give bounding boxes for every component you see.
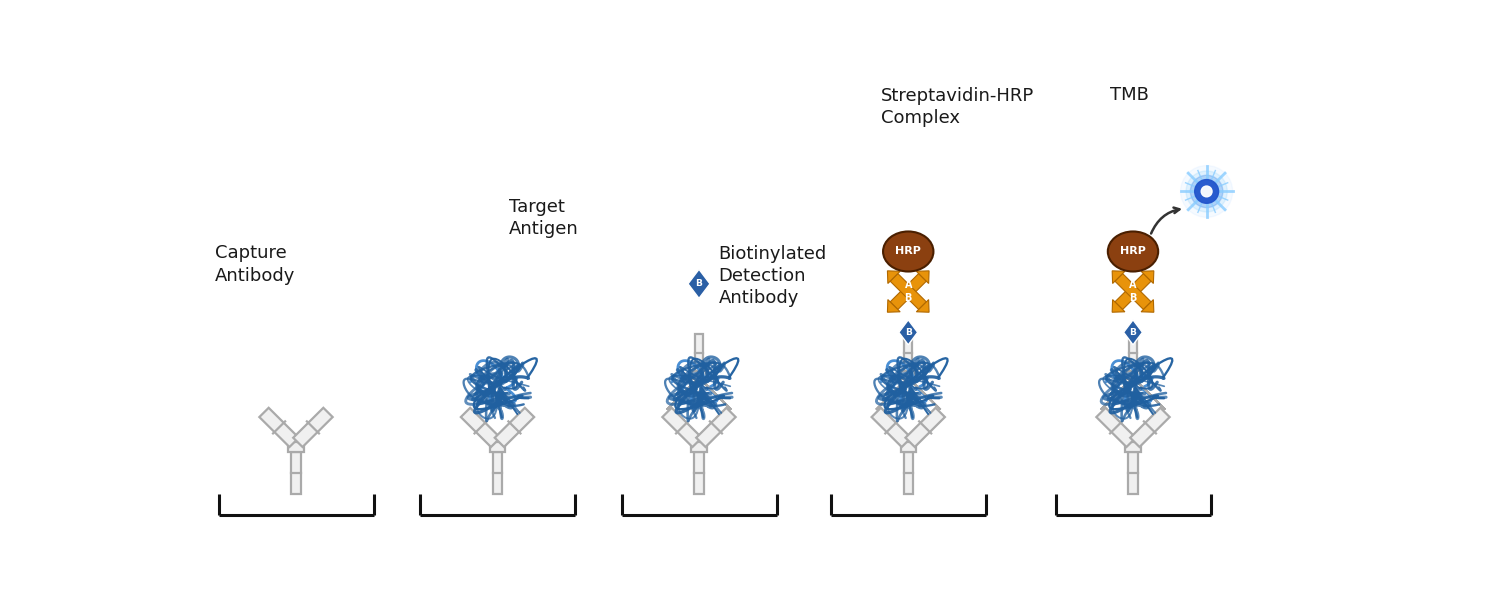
Polygon shape: [666, 375, 702, 410]
Bar: [692, 442, 706, 452]
Text: B: B: [904, 293, 912, 302]
Polygon shape: [1130, 408, 1170, 447]
Polygon shape: [1101, 375, 1136, 410]
Bar: [288, 442, 303, 452]
Polygon shape: [688, 269, 709, 298]
Polygon shape: [916, 299, 928, 312]
Polygon shape: [890, 274, 927, 310]
Polygon shape: [1142, 271, 1154, 283]
Circle shape: [1191, 175, 1222, 208]
Polygon shape: [871, 408, 910, 447]
Bar: [694, 334, 703, 371]
Polygon shape: [696, 375, 732, 410]
Bar: [1125, 442, 1140, 452]
Bar: [291, 452, 300, 494]
Polygon shape: [890, 274, 927, 310]
Bar: [1128, 452, 1137, 494]
Ellipse shape: [884, 232, 933, 272]
Polygon shape: [460, 408, 501, 447]
Text: B: B: [1130, 293, 1137, 302]
Polygon shape: [696, 408, 735, 447]
Text: B: B: [1130, 328, 1137, 337]
Text: B: B: [904, 328, 912, 337]
Ellipse shape: [1108, 232, 1158, 272]
Bar: [900, 442, 916, 452]
Polygon shape: [495, 408, 534, 447]
Circle shape: [1186, 171, 1227, 212]
Polygon shape: [898, 320, 918, 345]
Circle shape: [1194, 179, 1218, 203]
Circle shape: [1180, 166, 1233, 217]
Bar: [692, 371, 706, 379]
Polygon shape: [906, 408, 945, 447]
Text: Capture
Antibody: Capture Antibody: [214, 244, 296, 284]
Polygon shape: [1124, 320, 1143, 345]
Polygon shape: [1114, 274, 1150, 310]
Polygon shape: [1096, 408, 1136, 447]
Polygon shape: [876, 375, 910, 410]
Text: B: B: [696, 280, 702, 289]
Bar: [1126, 371, 1140, 379]
Polygon shape: [260, 408, 299, 447]
Polygon shape: [888, 271, 900, 283]
Polygon shape: [1131, 375, 1166, 410]
Text: A: A: [1130, 280, 1137, 290]
Polygon shape: [888, 299, 900, 312]
Text: Streptavidin-HRP
Complex: Streptavidin-HRP Complex: [880, 86, 1035, 127]
Bar: [694, 452, 703, 494]
Bar: [489, 442, 506, 452]
Bar: [904, 334, 912, 371]
Polygon shape: [906, 375, 940, 410]
Polygon shape: [663, 408, 702, 447]
Text: HRP: HRP: [896, 247, 921, 256]
Bar: [902, 371, 915, 379]
Bar: [903, 452, 914, 494]
Polygon shape: [916, 271, 928, 283]
Polygon shape: [1114, 274, 1150, 310]
Bar: [1130, 334, 1137, 371]
Text: Target
Antigen: Target Antigen: [509, 198, 579, 238]
Text: HRP: HRP: [1120, 247, 1146, 256]
Polygon shape: [292, 408, 333, 447]
Polygon shape: [1112, 299, 1125, 312]
Polygon shape: [1142, 299, 1154, 312]
Text: TMB: TMB: [1110, 86, 1149, 104]
Polygon shape: [1112, 271, 1125, 283]
Text: A: A: [904, 280, 912, 290]
Bar: [494, 452, 502, 494]
Circle shape: [1202, 186, 1212, 197]
Text: Biotinylated
Detection
Antibody: Biotinylated Detection Antibody: [718, 245, 827, 307]
